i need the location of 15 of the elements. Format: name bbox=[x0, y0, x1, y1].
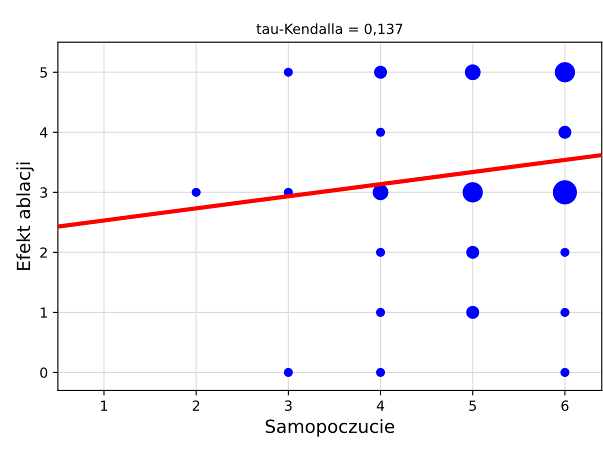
chart-title: tau-Kendalla = 0,137 bbox=[256, 23, 402, 36]
y-tick-label: 2 bbox=[40, 247, 47, 258]
y-axis-title: Efekt ablacji bbox=[16, 162, 34, 270]
x-tick-label: 1 bbox=[101, 400, 108, 411]
x-axis-title: Samopoczucie bbox=[266, 419, 394, 437]
y-tick-label: 1 bbox=[40, 308, 47, 318]
y-tick-label: 3 bbox=[40, 187, 48, 198]
y-tick-label: 4 bbox=[40, 127, 48, 138]
x-tick-label: 4 bbox=[376, 400, 384, 411]
x-tick-label: 3 bbox=[284, 400, 292, 411]
x-tick-label: 2 bbox=[192, 400, 200, 411]
y-tick-label: 5 bbox=[40, 67, 47, 78]
x-tick-label: 6 bbox=[561, 400, 568, 411]
y-tick-label: 0 bbox=[40, 367, 48, 378]
x-tick-label: 5 bbox=[469, 400, 476, 411]
